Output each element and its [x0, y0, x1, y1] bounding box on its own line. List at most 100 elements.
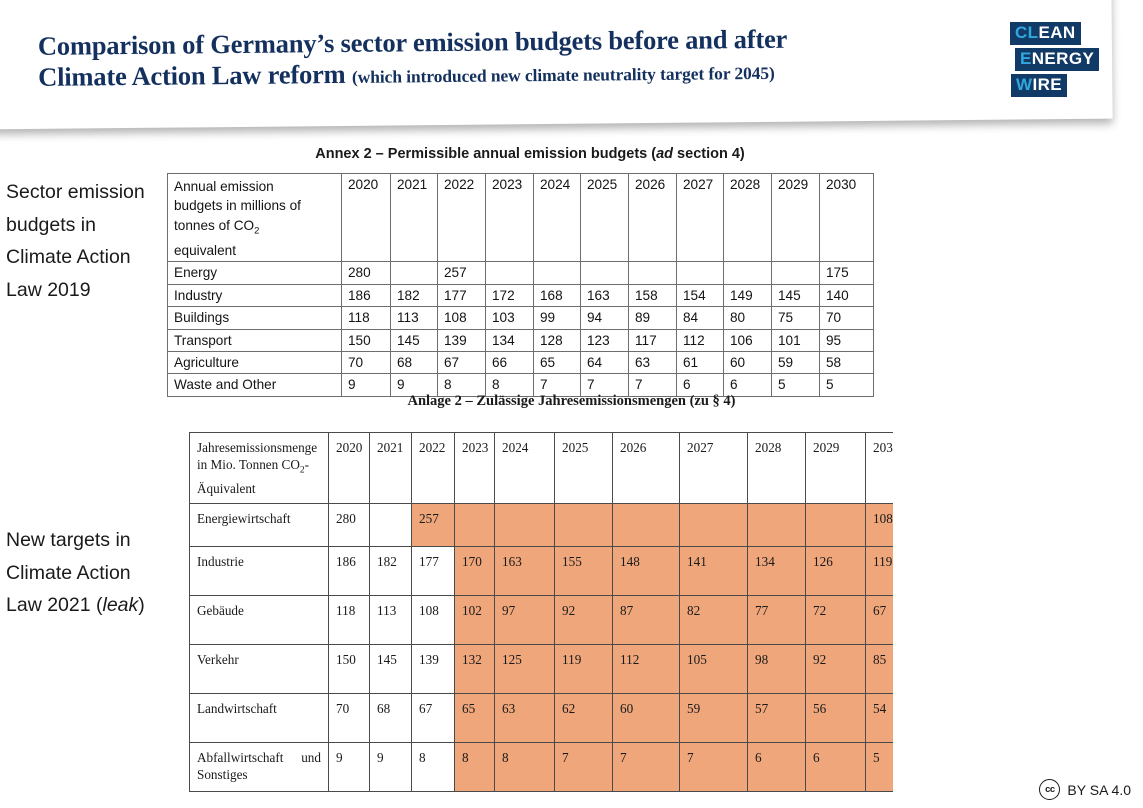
table-row: Industry 186 182 177 172 168 163 158 154 149 145 14… — [167, 283, 874, 308]
table1-cell: 65 — [533, 350, 581, 375]
table2-cell: 77 — [747, 595, 806, 645]
logo-row-wire: WIRE — [1011, 74, 1067, 97]
table2-cell: 98 — [747, 644, 806, 694]
table1-cell: 70 — [819, 306, 874, 330]
table2-cell: 148 — [612, 546, 680, 596]
table1-cell — [580, 261, 629, 285]
table1-cell: 134 — [485, 328, 534, 352]
table2-cell: 62 — [554, 693, 613, 743]
table2-cell: 68 — [369, 693, 412, 743]
table-row: Industrie 186 182 177 170 163 155 148 141 134 126 1… — [189, 546, 893, 596]
table1-cell: 64 — [580, 350, 629, 375]
table1-cell: 117 — [628, 328, 677, 352]
table1-cell — [771, 261, 820, 285]
table2-header-row: Jahresemissionsmenge in Mio. Tonnen CO2- Ä… — [189, 432, 893, 504]
table1-cell: 150 — [341, 328, 391, 352]
caption-new-targets-2021: New targets in Climate Action Law 2021 (… — [6, 524, 156, 622]
table-row: Buildings 118 113 108 103 99 94 89 84 80 75 70 — [167, 306, 874, 330]
table1-cell: 139 — [437, 328, 486, 352]
table1-cell: 5 — [819, 373, 874, 397]
table2-year-header-2026: 2026 — [612, 432, 680, 504]
table1-cell: 94 — [580, 306, 629, 330]
header-inner: Comparison of Germany’s sector emission … — [0, 0, 1113, 129]
table1-year-header-2029: 2029 — [771, 172, 820, 263]
table1-cell — [485, 261, 534, 285]
table2-cell — [805, 503, 866, 547]
table-row: Landwirtschaft 70 68 67 65 63 62 60 59 57 56 54 — [189, 693, 893, 743]
table2-cell: 54 — [865, 693, 893, 743]
table1-cell — [390, 261, 438, 285]
table2-cell: 118 — [328, 595, 370, 645]
table2-cell — [369, 503, 412, 547]
clean-energy-wire-logo: CLEAN ENERGY WIRE — [1010, 22, 1105, 100]
table1-row-label: Industry — [167, 283, 342, 308]
page-title: Comparison of Germany’s sector emission … — [38, 23, 899, 96]
logo-energy-rest: NERGY — [1031, 49, 1095, 68]
table2-year-header-2024: 2024 — [494, 432, 555, 504]
table1-body: Annual emission budgets in millions of ton… — [167, 172, 874, 397]
table2-cell: 177 — [411, 546, 455, 596]
table1-year-header-2027: 2027 — [676, 172, 724, 263]
title-subtitle: (which introduced new climate neutrality… — [351, 62, 775, 87]
table2-cell — [454, 503, 495, 547]
table1-row-label: Buildings — [167, 306, 342, 330]
table1-cell: 99 — [533, 306, 581, 330]
table2-cell: 85 — [865, 644, 893, 694]
table1-cell: 177 — [437, 283, 486, 308]
table2-cell: 9 — [369, 742, 412, 792]
table2-cell — [612, 503, 680, 547]
table-row: Energiewirtschaft 280 257 108 — [189, 503, 893, 547]
table1-cell: 7 — [533, 373, 581, 397]
table2-cell: 113 — [369, 595, 412, 645]
table2-cell: 70 — [328, 693, 370, 743]
table1-cell: 168 — [533, 283, 581, 308]
table1-cell: 103 — [485, 306, 534, 330]
table2-cell: 182 — [369, 546, 412, 596]
logo-energy-highlight: E — [1020, 49, 1032, 68]
table2-body: Jahresemissionsmenge in Mio. Tonnen CO2- Ä… — [189, 432, 893, 792]
table2-cell: 60 — [612, 693, 680, 743]
table1-year-header-2025: 2025 — [580, 172, 629, 263]
table1-title-b: section 4) — [673, 146, 745, 162]
table1-cell: 80 — [723, 306, 772, 330]
table1-cell: 280 — [341, 261, 391, 285]
table2-cell: 119 — [865, 546, 893, 596]
table1-row-label: Agriculture — [167, 350, 342, 375]
table2-cell: 5 — [865, 742, 893, 792]
table2-cell: 82 — [679, 595, 748, 645]
table1-cell — [723, 261, 772, 285]
table2-cell: 105 — [679, 644, 748, 694]
table-row: Transport 150 145 139 134 128 123 117 112 106 101 9… — [167, 328, 874, 352]
table1-cell: 89 — [628, 306, 677, 330]
table2-cell: 57 — [747, 693, 806, 743]
table2-cell: 65 — [454, 693, 495, 743]
table1-cell — [628, 261, 677, 285]
table2-cell: 87 — [612, 595, 680, 645]
table1-cell: 70 — [341, 350, 391, 375]
table1-title-italic: ad — [656, 146, 674, 162]
table2-year-header-2025: 2025 — [554, 432, 613, 504]
table2-cell: 257 — [411, 503, 455, 547]
table1-cell: 84 — [676, 306, 724, 330]
table2-cell: 59 — [679, 693, 748, 743]
table1-year-header-2028: 2028 — [723, 172, 772, 263]
table1-wrapper: Annual emission budgets in millions of ton… — [167, 172, 874, 397]
table2-cell: 134 — [747, 546, 806, 596]
table2-row-label: Industrie — [189, 546, 329, 596]
creative-commons-footer: cc BY SA 4.0 — [1039, 779, 1131, 800]
table2-cell — [679, 503, 748, 547]
table2-row-label: Verkehr — [189, 644, 329, 694]
logo-row-energy: ENERGY — [1015, 48, 1100, 71]
table1-cell: 175 — [819, 261, 874, 285]
table1-cell: 61 — [676, 350, 724, 375]
table2-cell: 132 — [454, 644, 495, 694]
table1-year-header-2024: 2024 — [533, 172, 581, 263]
table-emission-budgets-2019: Annual emission budgets in millions of ton… — [167, 172, 874, 397]
title-line-2-main: Climate Action Law reform — [38, 58, 346, 92]
table2-cell — [747, 503, 806, 547]
table-row: Gebäude 118 113 108 102 97 92 87 82 77 72 67 — [189, 595, 893, 645]
table1-row-label: Energy — [167, 261, 342, 285]
table2-cell: 170 — [454, 546, 495, 596]
title-line-2: Climate Action Law reform (which introdu… — [38, 54, 898, 96]
table2-cell: 97 — [494, 595, 555, 645]
